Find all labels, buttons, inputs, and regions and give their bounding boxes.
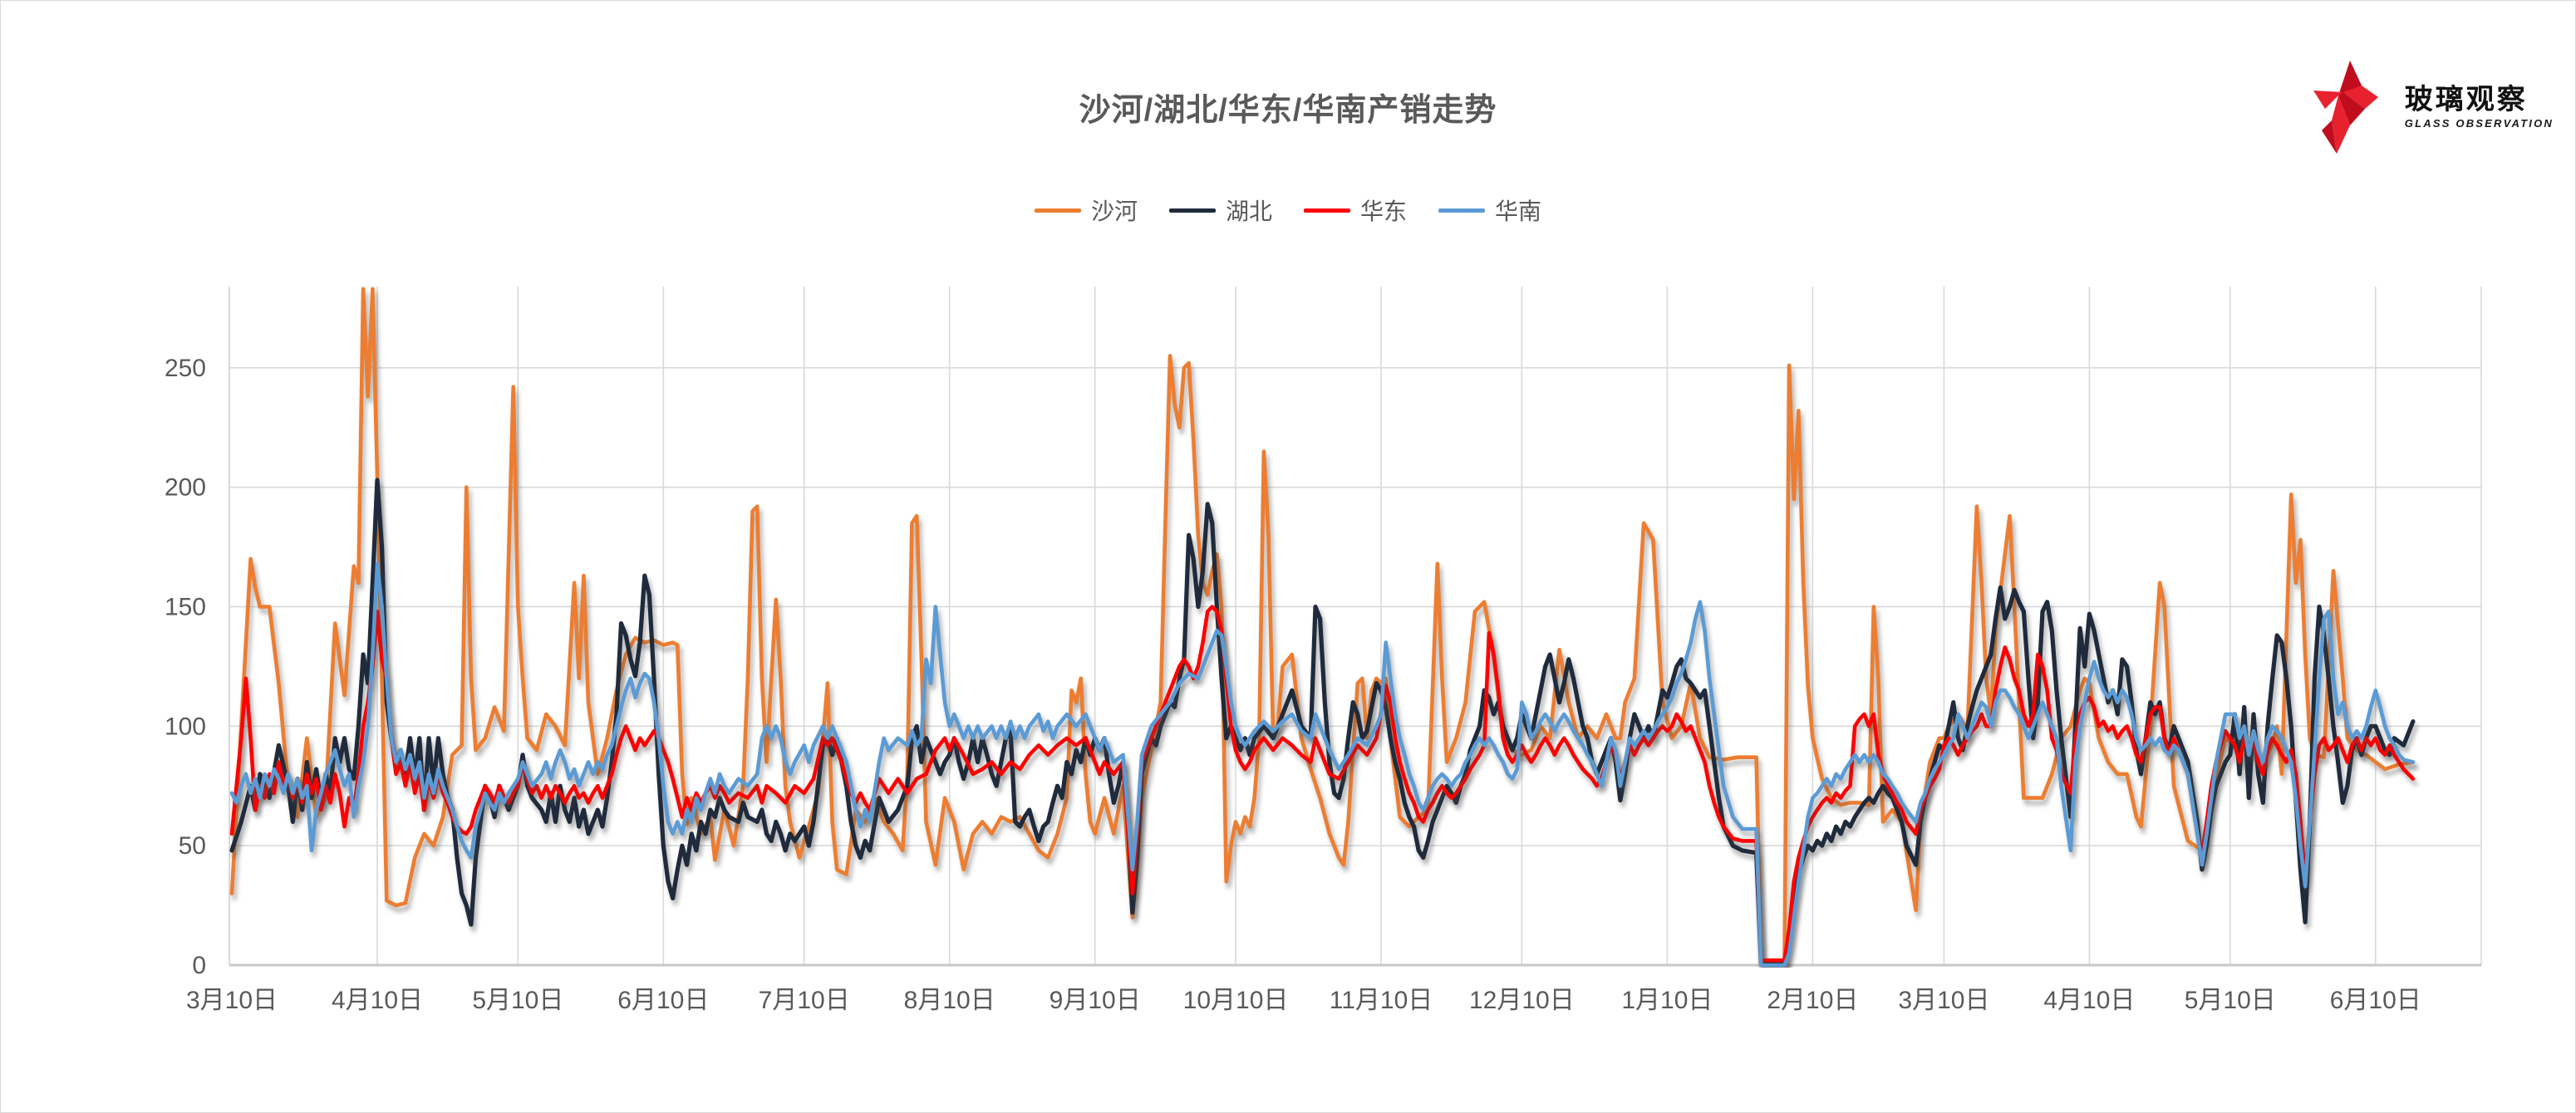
axis-labels: 0 50 100 150 200 250 3月10日 4月10日 5月10日 6月10日 7月10日…	[165, 355, 2421, 1014]
x-tick-label: 8月10日	[904, 987, 995, 1014]
x-tick-label: 4月10日	[332, 987, 423, 1014]
x-tick-label: 11月10日	[1330, 987, 1433, 1014]
logo-star-icon	[2313, 61, 2378, 154]
y-tick-label: 150	[165, 593, 206, 620]
logo-subtitle: GLASS OBSERVATION	[2404, 117, 2554, 130]
legend-swatch-huadong	[1304, 208, 1350, 213]
legend-item-hubei: 湖北	[1168, 194, 1272, 227]
legend-swatch-hubei	[1168, 208, 1216, 213]
legend-label: 华东	[1360, 199, 1408, 224]
x-tick-label: 3月10日	[1898, 987, 1989, 1014]
y-tick-label: 100	[165, 713, 206, 740]
series-group	[229, 287, 2416, 968]
y-tick-label: 200	[165, 474, 206, 502]
x-tick-label: 5月10日	[2185, 987, 2276, 1014]
y-tick-label: 0	[192, 952, 206, 979]
logo-name: 玻璃观察	[2404, 84, 2528, 115]
series-line-hubei	[229, 478, 2416, 965]
legend-label: 华南	[1495, 199, 1542, 224]
series-line-huanan	[229, 561, 2416, 968]
y-tick-label: 250	[165, 355, 206, 382]
brand-logo: 玻璃观察 GLASS OBSERVATION	[2313, 61, 2554, 154]
x-tick-label: 6月10日	[2330, 987, 2421, 1014]
x-tick-label: 5月10日	[472, 987, 563, 1014]
chart-legend: 沙河 湖北 华东 华南	[1, 194, 2575, 227]
gridlines	[229, 287, 2482, 967]
x-tick-label: 2月10日	[1767, 987, 1858, 1014]
legend-item-shahe: 沙河	[1034, 194, 1138, 227]
x-tick-label: 1月10日	[1621, 987, 1713, 1014]
legend-swatch-huanan	[1438, 208, 1486, 213]
legend-swatch-shahe	[1034, 208, 1081, 213]
x-tick-label: 3月10日	[186, 987, 278, 1014]
legend-label: 湖北	[1225, 199, 1272, 224]
x-tick-label: 12月10日	[1469, 987, 1575, 1014]
x-tick-label: 7月10日	[759, 987, 850, 1014]
x-tick-label: 6月10日	[617, 987, 709, 1014]
x-tick-label: 10月10日	[1183, 987, 1289, 1014]
legend-item-huanan: 华南	[1438, 194, 1541, 227]
series-line-shahe	[229, 287, 2416, 965]
x-tick-label: 9月10日	[1050, 987, 1141, 1014]
legend-item-huadong: 华东	[1304, 194, 1407, 227]
y-tick-label: 50	[179, 832, 206, 860]
legend-label: 沙河	[1090, 199, 1138, 224]
chart-title: 沙河/湖北/华东/华南产销走势	[1079, 93, 1497, 128]
x-tick-label: 4月10日	[2043, 987, 2135, 1014]
